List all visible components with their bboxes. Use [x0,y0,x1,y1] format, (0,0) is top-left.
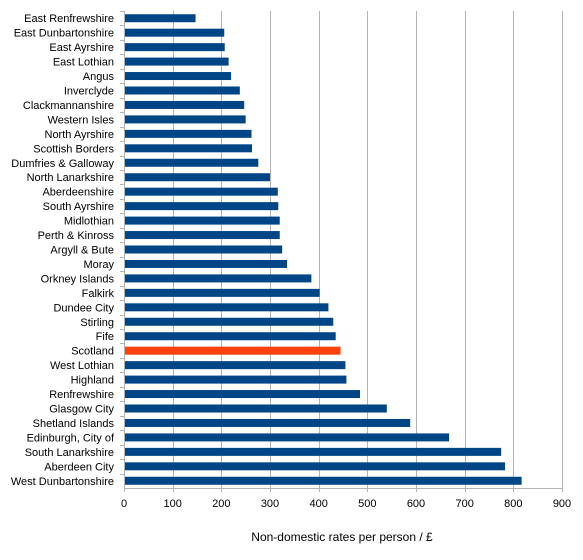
bar [124,129,252,138]
category-label: Orkney Islands [41,273,115,285]
category-label: Moray [83,259,114,271]
bar [124,476,522,485]
bar [124,158,259,167]
x-tick-label: 200 [212,498,230,510]
category-label: South Ayrshire [43,201,114,213]
bar [124,115,246,124]
bar [124,86,240,95]
category-label: Dundee City [53,302,114,314]
bar [124,303,329,312]
bar [124,317,334,326]
bar [124,173,270,182]
category-label: Scottish Borders [33,143,114,155]
bar [124,202,279,211]
x-tick-label: 500 [358,498,376,510]
bar [124,361,346,370]
category-label: Argyll & Bute [50,245,114,257]
x-tick-label: 900 [553,498,571,510]
category-label: Western Isles [48,114,115,126]
category-label: Stirling [80,317,114,329]
category-label: Edinburgh, City of [27,432,115,444]
bar [124,462,506,471]
x-tick-label: 100 [163,498,181,510]
category-label: Angus [83,71,115,83]
category-label: Midlothian [64,216,114,228]
bar [124,245,283,254]
bars [124,14,522,485]
category-label: Fife [96,331,114,343]
bar [124,14,196,23]
x-tick-label: 600 [407,498,425,510]
bar [124,57,229,66]
category-label: Shetland Islands [33,418,115,430]
bar [124,72,232,81]
bar [124,43,225,52]
bar [124,216,280,225]
category-label: North Lanarkshire [27,172,114,184]
category-label: West Dunbartonshire [11,476,114,488]
bar [124,274,312,283]
x-tick-label: 0 [121,498,127,510]
x-tick-label: 300 [261,498,279,510]
x-tick-label: 800 [504,498,522,510]
bar [124,187,278,196]
category-label: North Ayrshire [45,129,115,141]
x-axis: 0 100 200 300 400 500 600 700 800 900 [120,11,571,510]
bar [124,100,245,109]
bar [124,390,361,399]
category-label: Dumfries & Galloway [11,158,114,170]
bar [124,404,387,413]
bar [124,418,411,427]
category-label: Aberdeenshire [42,187,114,199]
category-label: Glasgow City [49,404,114,416]
x-tick-label: 400 [309,498,327,510]
category-label: East Ayrshire [49,42,114,54]
bar [124,433,450,442]
category-label: Scotland [71,346,114,358]
category-label: West Lothian [50,360,114,372]
category-label: East Dunbartonshire [14,28,114,40]
bar [124,259,288,268]
x-axis-title: Non-domestic rates per person / £ [251,530,433,544]
bar [124,231,280,240]
bar [124,447,502,456]
bar [124,332,336,341]
bar [124,346,341,355]
category-label: Clackmannanshire [23,100,114,112]
bar [124,28,225,37]
category-label: East Lothian [53,57,114,69]
bar [124,375,347,384]
bar [124,288,320,297]
category-label: Highland [71,375,114,387]
x-tick-label: 700 [455,498,473,510]
category-label: Aberdeen City [44,461,114,473]
bar [124,144,252,153]
category-labels: East Renfrewshire East Dunbartonshire East… [11,13,115,488]
category-label: Inverclyde [64,86,114,98]
category-label: Perth & Kinross [38,230,115,242]
category-label: East Renfrewshire [24,13,114,25]
category-label: Renfrewshire [49,389,114,401]
category-label: South Lanarkshire [25,447,114,459]
category-label: Falkirk [82,288,115,300]
